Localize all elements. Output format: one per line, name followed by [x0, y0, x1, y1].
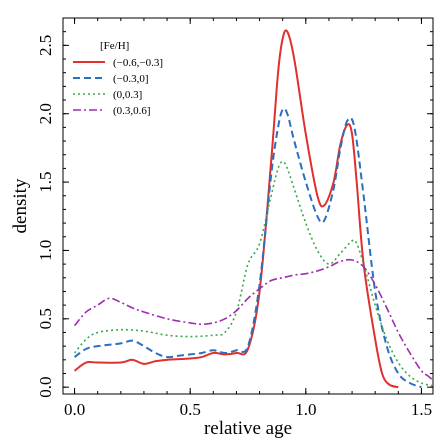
- y-tick-label: 2.5: [36, 35, 55, 56]
- x-axis-title: relative age: [204, 418, 292, 439]
- series-line: [73, 107, 422, 389]
- legend-label: (0,0.3]: [113, 89, 142, 101]
- series-line: [73, 29, 399, 389]
- series-line: [73, 258, 433, 381]
- x-tick-label: 1.5: [411, 400, 432, 419]
- x-tick-label: 1.0: [295, 400, 316, 419]
- y-axis-title: density: [10, 178, 31, 233]
- legend-title: [Fe/H]: [100, 40, 129, 52]
- y-tick-label: 1.5: [36, 171, 55, 192]
- y-tick-label: 0.5: [36, 308, 55, 329]
- series-lines: [73, 29, 433, 389]
- x-tick-label: 0.0: [64, 400, 85, 419]
- series-line: [73, 160, 433, 387]
- y-tick-label: 1.0: [36, 240, 55, 261]
- x-axis: 0.0 0.5 1.0 1.5: [64, 18, 432, 419]
- legend-label: (−0.3,0]: [113, 73, 149, 85]
- y-axis: 0.0 0.5 1.0 1.5 2.0 2.5: [36, 31, 433, 398]
- y-tick-label: 0.0: [36, 377, 55, 398]
- x-tick-label: 0.5: [180, 400, 201, 419]
- y-tick-label: 2.0: [36, 103, 55, 124]
- legend-label: (0.3,0.6]: [113, 105, 151, 117]
- legend-label: (−0.6,−0.3]: [113, 57, 163, 69]
- legend: [Fe/H] (−0.6,−0.3] (−0.3,0] (0,0.3] (0.3,0.…: [73, 40, 163, 117]
- plot-frame: [62, 17, 434, 395]
